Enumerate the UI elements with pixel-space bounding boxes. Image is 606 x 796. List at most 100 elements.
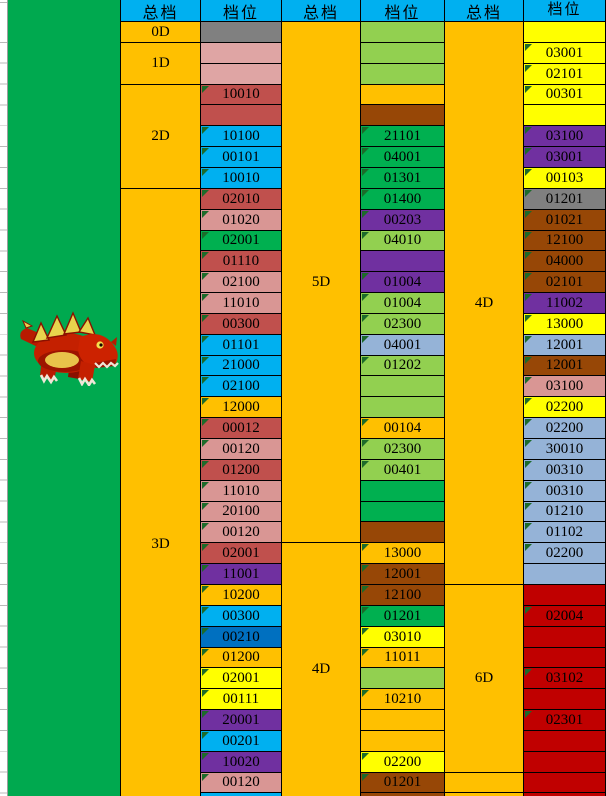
grid-cell[interactable] — [360, 376, 444, 397]
grid-cell[interactable]: 03100 — [523, 126, 606, 147]
grid-cell[interactable]: 02001 — [200, 668, 281, 689]
grid-cell[interactable] — [360, 251, 444, 272]
grid-cell[interactable] — [360, 43, 444, 64]
grid-cell[interactable]: 00101 — [200, 147, 281, 168]
grid-cell[interactable]: 30010 — [523, 439, 606, 460]
grid-cell[interactable]: 03001 — [523, 147, 606, 168]
grid-cell[interactable] — [523, 689, 606, 710]
grid-cell[interactable] — [523, 22, 606, 43]
merged-level-cell[interactable]: 4D — [444, 22, 523, 585]
grid-cell[interactable]: 00310 — [523, 460, 606, 481]
merged-level-cell[interactable]: 2D — [120, 85, 200, 189]
grid-cell[interactable]: 10010 — [200, 85, 281, 105]
grid-cell[interactable]: 00012 — [200, 418, 281, 439]
grid-cell[interactable] — [360, 731, 444, 752]
grid-cell[interactable]: 02200 — [523, 418, 606, 439]
grid-cell[interactable]: 01004 — [360, 272, 444, 293]
grid-cell[interactable]: 01400 — [360, 189, 444, 210]
grid-cell[interactable] — [360, 710, 444, 731]
grid-cell[interactable]: 11010 — [200, 481, 281, 502]
grid-cell[interactable]: 12001 — [360, 564, 444, 585]
grid-cell[interactable] — [523, 731, 606, 752]
grid-cell[interactable]: 01110 — [200, 251, 281, 272]
merged-level-cell[interactable]: 3D — [120, 189, 200, 796]
grid-cell[interactable] — [523, 773, 606, 793]
grid-cell[interactable] — [200, 105, 281, 126]
column-header-zong1[interactable]: 总档 — [120, 0, 200, 22]
grid-cell[interactable]: 04001 — [360, 147, 444, 168]
column-header-zong2[interactable]: 总档 — [281, 0, 360, 22]
grid-cell[interactable]: 10200 — [200, 585, 281, 606]
grid-cell[interactable] — [360, 397, 444, 418]
grid-cell[interactable]: 01210 — [523, 502, 606, 522]
grid-cell[interactable] — [360, 85, 444, 105]
grid-cell[interactable]: 02004 — [523, 606, 606, 627]
grid-cell[interactable]: 00310 — [523, 481, 606, 502]
grid-cell[interactable]: 11001 — [200, 564, 281, 585]
grid-cell[interactable]: 02001 — [200, 543, 281, 564]
grid-cell[interactable]: 01301 — [360, 168, 444, 189]
merged-level-cell[interactable]: 1D — [120, 43, 200, 85]
dragon-sprite-image[interactable] — [18, 297, 120, 386]
grid-cell[interactable] — [360, 522, 444, 543]
grid-cell[interactable]: 04000 — [523, 251, 606, 272]
grid-cell[interactable]: 01020 — [200, 210, 281, 231]
grid-cell[interactable] — [360, 668, 444, 689]
grid-cell[interactable]: 02010 — [200, 189, 281, 210]
merged-level-cell[interactable]: 0D — [120, 22, 200, 43]
grid-cell[interactable]: 10020 — [200, 752, 281, 773]
grid-cell[interactable]: 01202 — [360, 356, 444, 376]
grid-cell[interactable]: 01201 — [360, 773, 444, 793]
grid-cell[interactable]: 12100 — [360, 585, 444, 606]
grid-cell[interactable]: 02100 — [200, 376, 281, 397]
grid-cell[interactable]: 12001 — [523, 335, 606, 356]
grid-cell[interactable]: 20100 — [200, 502, 281, 522]
grid-cell[interactable]: 00120 — [200, 522, 281, 543]
column-header-dang2[interactable]: 档位 — [360, 0, 444, 22]
grid-cell[interactable]: 03100 — [523, 376, 606, 397]
grid-cell[interactable] — [360, 105, 444, 126]
merged-level-cell[interactable]: 5D — [281, 22, 360, 543]
grid-cell[interactable]: 02101 — [523, 64, 606, 85]
grid-cell[interactable]: 00120 — [200, 773, 281, 793]
grid-cell[interactable]: 21101 — [360, 126, 444, 147]
grid-cell[interactable]: 02301 — [523, 710, 606, 731]
grid-cell[interactable]: 00301 — [523, 85, 606, 105]
grid-cell[interactable] — [200, 43, 281, 64]
grid-cell[interactable]: 01004 — [360, 293, 444, 314]
grid-cell[interactable]: 02200 — [523, 397, 606, 418]
grid-cell[interactable] — [523, 105, 606, 126]
grid-cell[interactable]: 02200 — [360, 752, 444, 773]
merged-level-cell-continuation[interactable] — [444, 793, 523, 796]
grid-cell[interactable]: 00401 — [360, 460, 444, 481]
grid-cell[interactable]: 00111 — [200, 689, 281, 710]
grid-cell[interactable]: 02100 — [200, 272, 281, 293]
column-header-dang3[interactable]: 档位 — [523, 0, 606, 22]
grid-cell[interactable] — [523, 627, 606, 648]
merged-level-cell[interactable] — [444, 773, 523, 793]
grid-cell[interactable]: 00201 — [200, 731, 281, 752]
grid-cell[interactable]: 01102 — [523, 522, 606, 543]
grid-cell[interactable]: 12100 — [523, 231, 606, 251]
grid-cell[interactable]: 10100 — [200, 126, 281, 147]
merged-level-cell[interactable]: 6D — [444, 585, 523, 773]
grid-cell[interactable]: 03001 — [523, 43, 606, 64]
grid-cell[interactable]: 01101 — [200, 335, 281, 356]
grid-cell[interactable]: 11010 — [200, 293, 281, 314]
grid-cell[interactable]: 03102 — [523, 668, 606, 689]
grid-cell[interactable]: 02200 — [523, 543, 606, 564]
grid-cell[interactable]: 12001 — [523, 356, 606, 376]
grid-cell[interactable]: 10210 — [360, 689, 444, 710]
grid-cell[interactable] — [360, 502, 444, 522]
grid-cell[interactable]: 13000 — [523, 314, 606, 335]
grid-cell[interactable]: 00300 — [200, 606, 281, 627]
grid-cell[interactable] — [200, 64, 281, 85]
grid-cell[interactable] — [360, 64, 444, 85]
grid-cell[interactable]: 01200 — [200, 460, 281, 481]
grid-cell[interactable]: 01201 — [360, 606, 444, 627]
column-header-zong3[interactable]: 总档 — [444, 0, 523, 22]
grid-cell[interactable]: 00120 — [200, 439, 281, 460]
grid-cell[interactable]: 00300 — [200, 314, 281, 335]
grid-cell[interactable] — [523, 564, 606, 585]
grid-cell[interactable] — [360, 793, 444, 796]
